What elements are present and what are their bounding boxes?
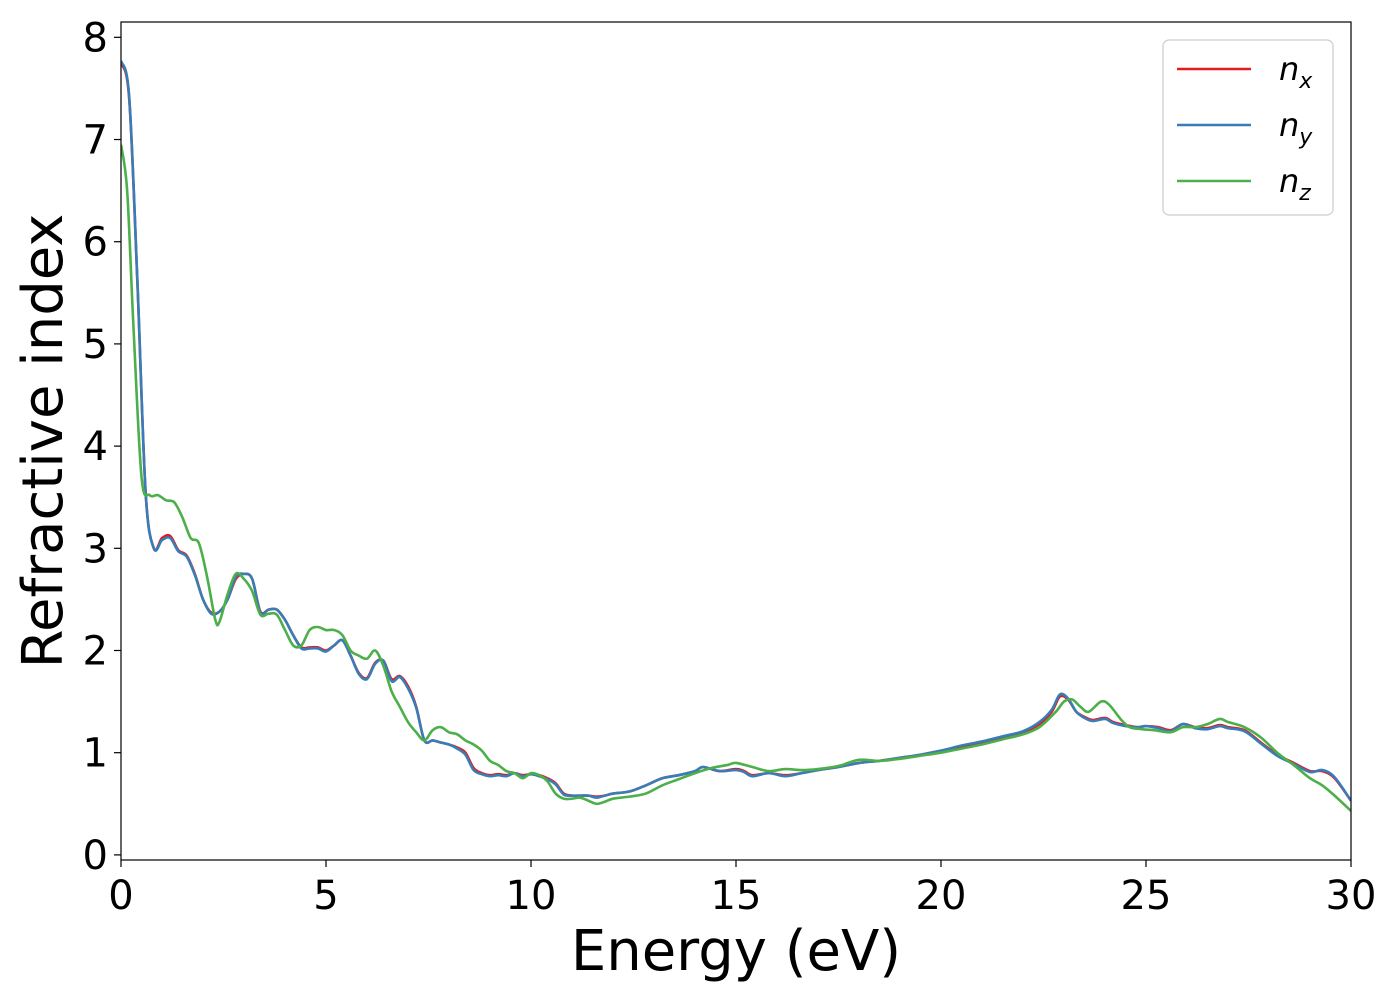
y-tick-label: 0	[83, 833, 108, 879]
x-tick-label: 20	[916, 873, 967, 919]
y-axis: 0 1 2 3 4 5 6 7 8	[83, 15, 121, 879]
y-tick-label: 5	[83, 322, 108, 368]
y-tick-label: 6	[83, 220, 108, 266]
y-tick-label: 4	[83, 424, 108, 470]
y-tick-label: 7	[83, 118, 108, 164]
x-tick-label: 0	[108, 873, 133, 919]
y-tick-label: 8	[83, 15, 108, 61]
series-layer	[121, 60, 1351, 812]
y-tick-label: 3	[83, 526, 108, 572]
y-axis-label: Refractive index	[11, 214, 76, 669]
x-tick-label: 10	[506, 873, 557, 919]
x-axis: 0 5 10 15 20 25 30	[108, 860, 1376, 919]
x-axis-label: Energy (eV)	[571, 919, 901, 984]
legend-label-nx: nx	[1279, 50, 1313, 94]
series-line-ny	[121, 60, 1351, 802]
legend: nx ny nz	[1162, 39, 1334, 216]
x-tick-label: 30	[1326, 873, 1377, 919]
legend-label-nz: nz	[1279, 162, 1311, 206]
x-tick-label: 15	[711, 873, 762, 919]
series-line-nz	[121, 144, 1351, 812]
legend-box	[1162, 39, 1334, 216]
y-tick-label: 1	[83, 731, 108, 777]
legend-label-ny: ny	[1279, 106, 1313, 150]
y-tick-label: 2	[83, 629, 108, 675]
x-tick-label: 25	[1121, 873, 1172, 919]
x-tick-label: 5	[313, 873, 338, 919]
